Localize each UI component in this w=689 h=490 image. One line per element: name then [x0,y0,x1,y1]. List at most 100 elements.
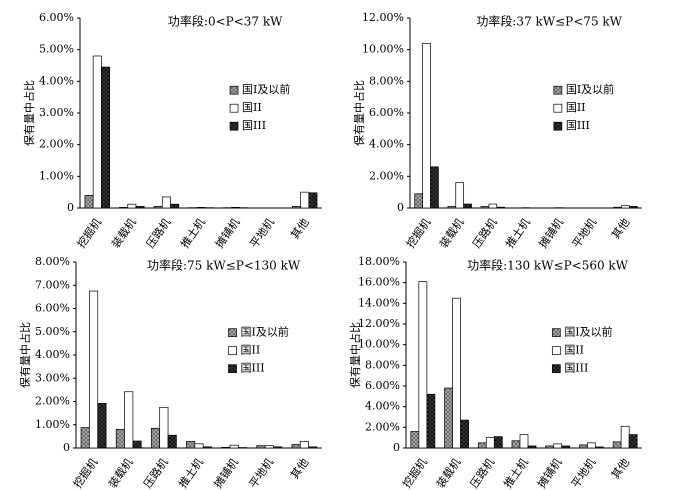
legend-swatch [553,103,563,113]
bar [629,206,638,209]
bar [186,441,196,449]
x-tick-label: 推土机 [503,215,533,250]
legend-label: 国III [241,362,265,375]
y-tick-label: 4.00% [35,348,70,361]
x-tick-label: 挖掘机 [403,215,433,250]
bar [124,391,134,449]
y-tick-label: 2.00% [39,138,74,151]
chart-title: 功率段:37 kW≤P<75 kW [476,14,622,29]
x-tick-label: 压路机 [469,215,499,250]
bar [231,207,241,209]
y-tick-label: 1.00% [35,418,70,431]
bar [561,445,571,449]
y-tick-label: 18.00% [358,255,400,268]
x-tick-label: 摊铺机 [536,215,566,250]
bar [496,206,506,209]
x-tick-label: 其他 [288,216,311,241]
bar [493,436,503,449]
bar [455,182,465,209]
y-tick-label: 3.00% [39,106,74,119]
x-tick-label: 压路机 [467,455,497,490]
bar [480,206,490,209]
y-tick-label: 6.00% [365,379,400,392]
bar [587,442,596,449]
bar [170,203,180,209]
bar [299,441,309,449]
y-tick-label: 2.00% [365,420,400,433]
y-tick-label: 0 [397,201,404,214]
x-tick-label: 挖掘机 [70,455,100,490]
bar [273,446,283,449]
bar [488,203,498,209]
bar [477,442,487,449]
bar [196,207,206,209]
legend-label: 国I及以前 [566,82,614,96]
bar [418,281,428,449]
bar [256,445,266,449]
bar [620,425,630,449]
y-tick-label: 4.00% [369,138,404,151]
y-tick-label: 10.00% [362,43,404,56]
legend-swatch [228,364,237,374]
x-tick-label: 摊铺机 [534,455,564,490]
x-tick-label: 装载机 [105,455,135,490]
bar [595,446,604,449]
bar [202,446,212,449]
bar [485,437,495,449]
y-tick-label: 8.00% [369,74,404,87]
x-tick-label: 压路机 [140,455,170,490]
x-tick-label: 装载机 [108,215,138,250]
y-tick-label: 3.00% [35,371,70,384]
bar [167,434,177,449]
bar [264,445,274,449]
bar [422,42,431,209]
x-tick-label: 其他 [288,456,311,481]
y-axis-label: 保有量中占比 [352,80,366,146]
x-tick-label: 其他 [609,456,632,481]
bar [80,427,90,449]
y-tick-label: 6.00% [369,106,404,119]
legend-label: 国II [241,344,261,357]
chart-title: 功率段:75 kW≤P<130 kW [147,258,301,273]
legend-label: 国III [564,362,588,375]
y-tick-label: 2.00% [369,169,404,182]
legend-label: 国II [564,344,584,357]
y-tick-label: 5.00% [39,43,74,56]
x-tick-label: 装载机 [436,215,466,250]
bar [150,427,161,449]
y-tick-label: 0 [63,441,70,454]
legend-label: 国III [242,119,266,132]
legend-swatch [551,364,561,374]
legend-label: 国I及以前 [242,82,290,96]
legend-label: 国III [566,119,590,132]
bar [519,434,529,449]
bar [553,443,563,449]
bar [92,55,102,209]
y-tick-label: 5.00% [35,325,70,338]
bar [426,393,436,449]
x-tick-label: 摊铺机 [212,215,242,250]
bar [221,446,231,449]
x-tick-label: 平地机 [569,215,599,250]
y-tick-label: 12.00% [362,11,404,24]
bar [132,440,142,449]
bar [527,445,537,449]
y-tick-label: 4.00% [39,74,74,87]
bar [115,429,125,449]
bar [119,207,129,209]
x-tick-label: 其他 [609,216,632,241]
bar [292,206,301,209]
y-tick-label: 0 [67,201,74,214]
legend-swatch [551,346,561,356]
bar [229,444,239,449]
bar [308,446,318,449]
legend-swatch [551,328,561,338]
bar [194,443,204,449]
x-tick-label: 推土机 [178,215,208,250]
bar [628,434,638,449]
y-tick-label: 16.00% [358,276,400,289]
bar [84,194,94,209]
bar [452,297,461,449]
y-tick-label: 10.00% [358,338,400,351]
legend-swatch [553,121,563,131]
